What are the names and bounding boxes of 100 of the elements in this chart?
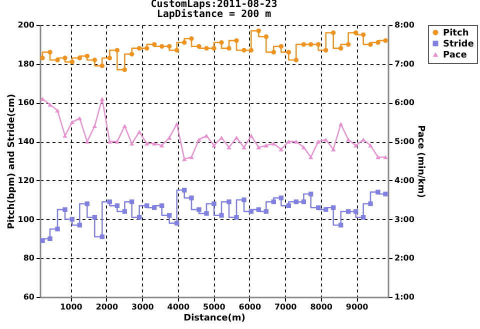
point [55, 226, 60, 232]
point [323, 48, 328, 53]
y2-tick-label: 7:00 [394, 59, 415, 68]
point [301, 145, 306, 150]
point [77, 56, 82, 60]
point [62, 207, 68, 212]
point [48, 236, 52, 242]
point [204, 134, 209, 138]
point [354, 209, 358, 214]
point [294, 58, 299, 62]
point [204, 211, 209, 216]
point [159, 203, 164, 208]
point [368, 201, 373, 206]
point [368, 42, 373, 47]
point [152, 42, 157, 47]
point [189, 196, 194, 200]
x-tick-label: 7000 [274, 302, 298, 312]
y2-tick-label: 4:00 [394, 176, 415, 185]
y2-tick-label: 1:00 [394, 292, 415, 302]
point [189, 155, 194, 160]
point [84, 54, 90, 58]
point [234, 38, 239, 43]
point [40, 238, 45, 243]
point [114, 48, 120, 53]
point [122, 209, 128, 214]
point [107, 199, 112, 204]
point [248, 209, 254, 214]
y2-tick-label: 5:00 [394, 137, 415, 146]
legend-label: Pace [443, 50, 467, 60]
point [256, 145, 262, 150]
point [376, 40, 380, 45]
point [129, 52, 134, 56]
y-axis-title: Pitch(bpm) and Stride(cm) [6, 94, 17, 230]
x-tick-label: 9000 [346, 302, 369, 312]
point [182, 188, 187, 192]
point [152, 205, 157, 210]
legend-label: Stride [443, 40, 474, 50]
x-tick-label: 5000 [203, 302, 226, 312]
point [174, 122, 180, 126]
point [323, 138, 328, 142]
point [376, 190, 380, 194]
point [166, 213, 172, 218]
point [294, 199, 299, 204]
point [212, 46, 216, 51]
point [248, 48, 254, 53]
x-axis-title: Distance(m) [184, 314, 246, 324]
point [330, 147, 336, 152]
point [271, 50, 276, 55]
point [264, 143, 269, 148]
point [212, 201, 216, 206]
x-tick-label: 6000 [238, 302, 262, 312]
x-tick-label: 3000 [132, 302, 154, 312]
point [196, 207, 202, 212]
point [354, 143, 358, 148]
point [100, 63, 105, 68]
point [242, 48, 246, 53]
y2-tick-label: 8:00 [394, 20, 415, 30]
point [361, 215, 366, 220]
point [242, 198, 246, 202]
point [248, 134, 254, 138]
point [271, 199, 276, 204]
point [70, 120, 74, 124]
point [354, 30, 358, 36]
point [144, 141, 150, 146]
point [219, 213, 224, 218]
point [256, 28, 262, 34]
point [308, 192, 314, 196]
point [107, 140, 112, 144]
point [301, 199, 306, 204]
point [62, 56, 68, 60]
point [196, 44, 202, 49]
point [383, 192, 388, 196]
y-tick-label: 60 [23, 292, 35, 302]
point [308, 155, 314, 160]
point [226, 46, 232, 51]
point [100, 96, 105, 101]
point [107, 56, 112, 60]
y-tick-label: 180 [18, 59, 35, 68]
y2-tick-label: 6:00 [394, 98, 415, 108]
point [376, 155, 380, 160]
point [286, 203, 292, 208]
point [278, 147, 284, 152]
x-tick-label: 1000 [60, 302, 83, 312]
point [323, 207, 328, 212]
y2-tick-label: 3:00 [394, 214, 415, 224]
point [159, 44, 164, 49]
point [182, 40, 187, 45]
point [92, 215, 98, 220]
point [226, 145, 232, 150]
legend-label: Pitch [443, 28, 469, 38]
y-tick-label: 140 [18, 137, 35, 146]
point [114, 140, 120, 144]
point [226, 199, 232, 204]
point [136, 215, 142, 220]
y-tick-label: 80 [23, 254, 35, 263]
point [40, 56, 45, 60]
point [70, 216, 74, 222]
x-tick-label: 8000 [310, 302, 333, 312]
point [77, 116, 82, 120]
point [346, 209, 351, 214]
